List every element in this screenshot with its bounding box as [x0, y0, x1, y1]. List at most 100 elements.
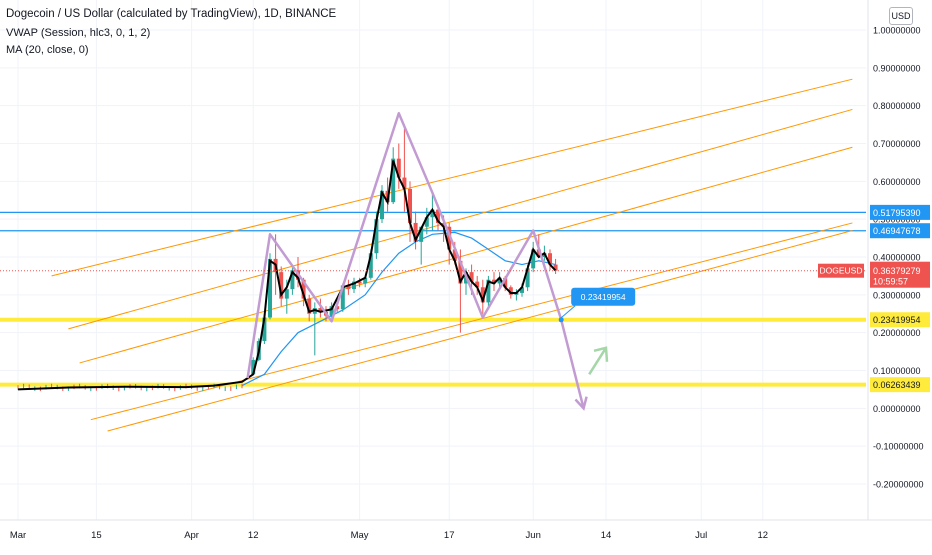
price-tick-label: 0.70000000 — [873, 139, 921, 149]
candle-body — [531, 249, 536, 269]
callout-pointer — [560, 305, 576, 319]
time-axis-bg — [0, 520, 932, 550]
price-tick-label: 0.80000000 — [873, 101, 921, 111]
callout-text: 0.23419954 — [581, 292, 626, 302]
last-price-countdown: 10:59:57 — [873, 277, 908, 287]
price-tick-label: 0.00000000 — [873, 404, 921, 414]
candle-body — [368, 253, 373, 278]
channel-line — [51, 78, 853, 277]
channel-line — [68, 108, 853, 330]
pattern-drawing — [246, 111, 609, 411]
candle-body — [352, 281, 356, 290]
channel-line — [90, 222, 853, 421]
price-tick-label: 0.10000000 — [873, 366, 921, 376]
candle-body — [553, 264, 558, 271]
callout-anchor — [558, 317, 564, 323]
candle-body — [424, 217, 429, 227]
candle-body — [357, 281, 362, 284]
time-tick-label: Mar — [10, 530, 26, 541]
candle-body — [279, 272, 284, 299]
candle-body — [363, 277, 368, 284]
candle-body — [419, 226, 424, 242]
candle-body — [503, 277, 508, 288]
candle-body — [251, 359, 256, 375]
ma-legend[interactable]: MA (20, close, 0) — [6, 44, 89, 56]
candle-body — [508, 287, 513, 295]
time-tick-label: 17 — [444, 530, 455, 541]
last-price-box — [870, 261, 930, 288]
price-tick-label: 0.60000000 — [873, 177, 921, 187]
time-tick-label: 12 — [758, 530, 769, 541]
currency-button[interactable]: USD — [889, 7, 913, 25]
level-price-label: 0.23419954 — [873, 315, 921, 325]
price-tick-label: 1.00000000 — [873, 26, 921, 36]
time-tick-label: Apr — [184, 530, 199, 541]
ma-indicator — [17, 160, 557, 391]
last-price-value: 0.36379279 — [873, 266, 921, 276]
price-tick-label: 0.90000000 — [873, 63, 921, 73]
level-price-box — [870, 377, 930, 393]
candle-body — [329, 306, 334, 316]
grid-lines — [0, 0, 866, 520]
price-tick-label: -0.10000000 — [873, 442, 924, 452]
candle-body — [452, 249, 457, 261]
symbol-badge — [818, 263, 864, 278]
pattern-path — [246, 111, 585, 409]
time-tick-label: 15 — [91, 530, 102, 541]
level-price-box — [870, 223, 930, 239]
pattern-arrow-head — [574, 396, 588, 411]
chart-title: Dogecoin / US Dollar (calculated by Trad… — [6, 8, 337, 20]
candle-body — [441, 222, 446, 227]
ma-line — [17, 160, 557, 391]
candle-body — [380, 190, 384, 220]
price-tick-label: -0.20000000 — [873, 480, 924, 490]
vwap-legend[interactable]: VWAP (Session, hlc3, 0, 1, 2) — [6, 27, 151, 39]
candle-body — [548, 253, 552, 265]
horizontal-levels — [0, 211, 866, 387]
callout-bubble — [571, 287, 636, 306]
vwap-indicator — [241, 231, 556, 387]
candle-body — [430, 209, 435, 218]
candle-body — [525, 268, 530, 288]
candle-body — [458, 260, 463, 284]
parallel-channel — [51, 78, 853, 432]
candle-body — [402, 177, 407, 189]
candle-body — [536, 249, 541, 257]
price-axis-bg — [868, 0, 932, 520]
candle-body — [492, 279, 496, 284]
time-tick-label: 12 — [248, 530, 259, 541]
forecast-up-line — [588, 347, 608, 375]
candle-body — [486, 279, 491, 303]
candle-body — [475, 281, 480, 288]
candle-body — [268, 258, 272, 318]
candle-body — [284, 289, 289, 299]
channel-line — [79, 146, 853, 364]
candle-body — [340, 285, 345, 310]
channel-line — [107, 230, 853, 432]
candle-body — [346, 285, 351, 290]
candle-body — [520, 287, 524, 293]
candle-body — [374, 219, 379, 254]
candle-body — [301, 279, 306, 299]
level-price-label: 0.06263439 — [873, 380, 921, 390]
time-tick-label: Jun — [526, 530, 541, 541]
candles — [17, 128, 558, 392]
level-price-label: 0.46947678 — [873, 226, 921, 236]
symbol-badge-text: DOGEUSD — [820, 266, 863, 276]
candle-body — [318, 308, 323, 312]
forecast-arrow-head — [593, 346, 609, 362]
candle-body — [307, 298, 312, 314]
time-tick-label: 14 — [601, 530, 612, 541]
vwap-line — [241, 231, 556, 387]
candle-body — [391, 158, 396, 203]
candle-body — [480, 287, 485, 303]
candle-body — [436, 209, 440, 223]
level-price-label: 0.51795390 — [873, 208, 921, 218]
level-price-box — [870, 312, 930, 328]
candle-body — [408, 188, 412, 223]
candle-body — [290, 270, 295, 290]
